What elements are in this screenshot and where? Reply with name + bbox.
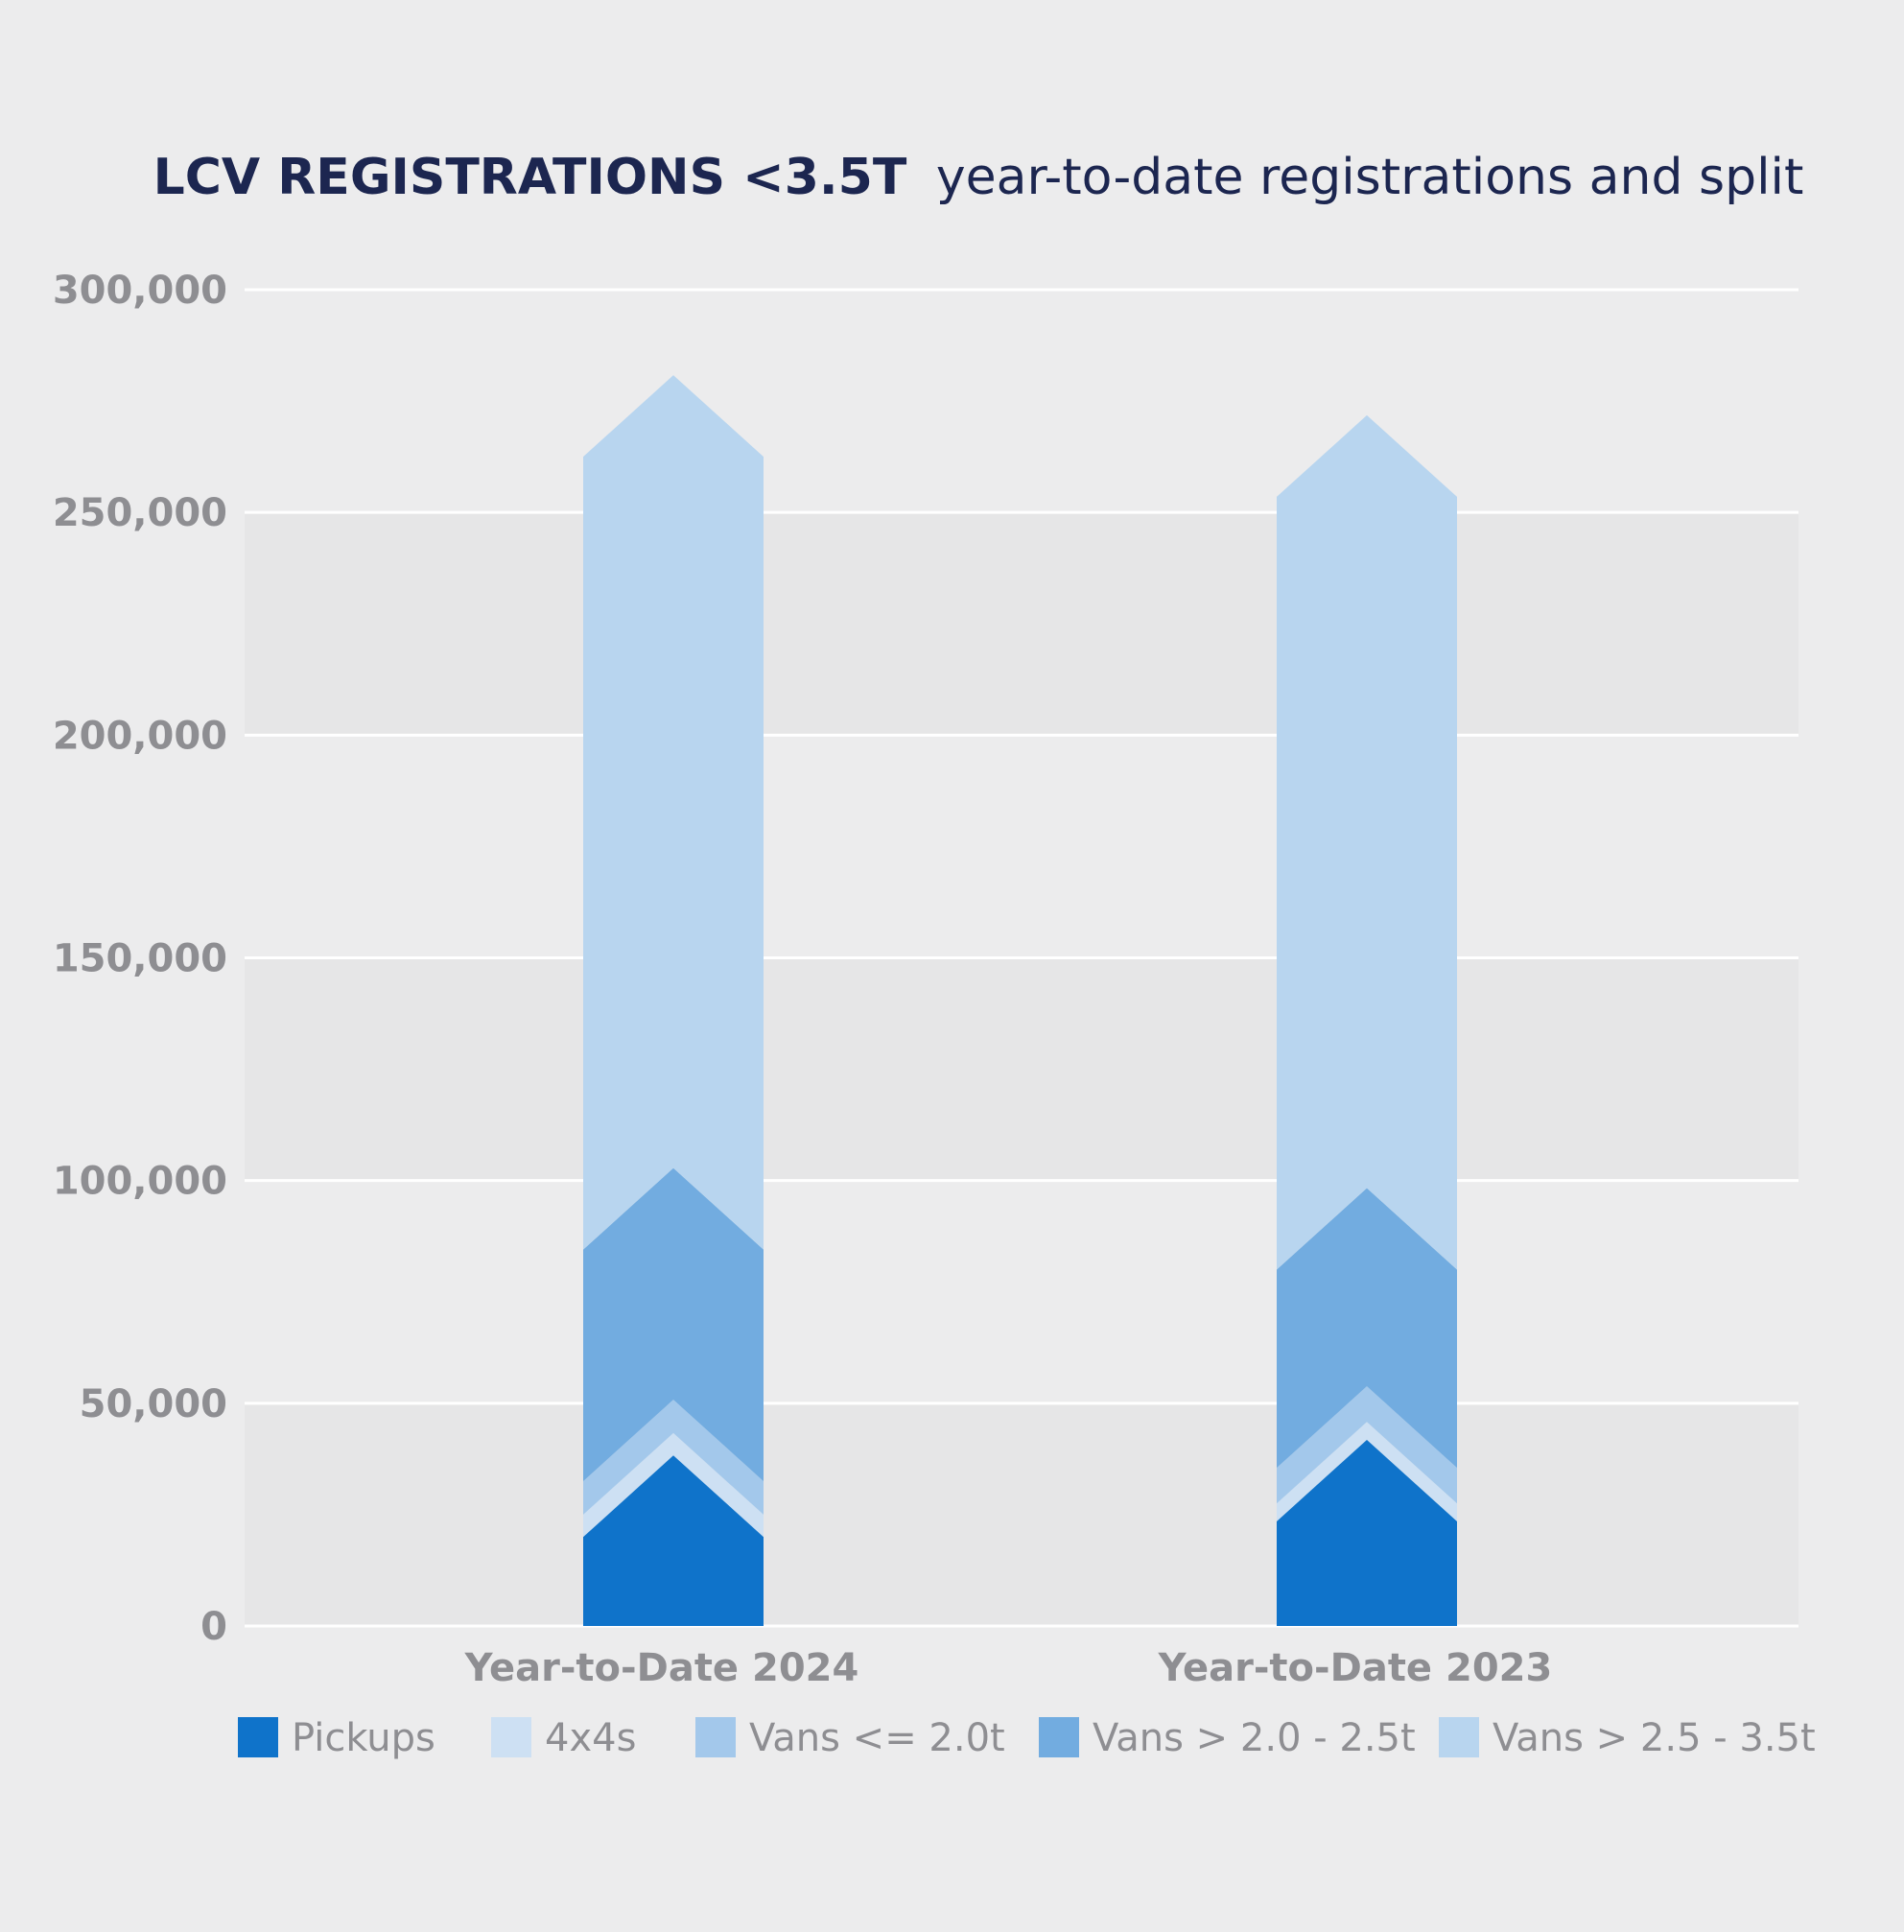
y-tick-label: 200,000 [53, 714, 227, 758]
y-tick-label: 100,000 [53, 1160, 227, 1204]
bar-segment-vans-2-0-2-5t-1 [583, 1167, 764, 1482]
y-tick-label: 250,000 [53, 491, 227, 535]
x-axis: Year-to-Date 2024 Year-to-Date 2023 [464, 1646, 1553, 1690]
gridlines [245, 288, 1798, 1628]
bars [583, 375, 1457, 1626]
x-tick-label: Year-to-Date 2023 [1158, 1646, 1553, 1690]
y-tick-label: 300,000 [53, 269, 227, 313]
y-tick-label: 150,000 [53, 937, 227, 981]
plot-band [245, 290, 1798, 513]
plot-band [245, 1402, 1798, 1626]
bar-segment-vans-2-5-3-5t-2 [1277, 414, 1457, 1270]
bar-segment-pickups-1 [583, 1455, 764, 1626]
legend-swatch-vans-2-0-2-5t [1039, 1717, 1079, 1757]
bar-segment-vans-2-0t-1 [583, 1400, 764, 1515]
y-tick-label: 0 [200, 1605, 227, 1649]
plot-bands [245, 290, 1798, 1626]
plot-band [245, 1180, 1798, 1403]
legend-label-vans-2-0-2-5t: Vans > 2.0 - 2.5t [1093, 1716, 1416, 1760]
legend-swatch-vans-2-0t [695, 1717, 736, 1757]
bar-segment-vans-2-0t-2 [1277, 1386, 1457, 1504]
bar-segment-4x4s-2 [1277, 1422, 1457, 1521]
bar-segment-vans-2-0-2-5t-2 [1277, 1188, 1457, 1469]
legend-swatch-pickups [238, 1717, 278, 1757]
legend: Pickups 4x4s Vans <= 2.0t Vans > 2.0 - 2.5t… [238, 1716, 1816, 1760]
x-tick-label: Year-to-Date 2024 [464, 1646, 859, 1690]
title-subtitle-part: year-to-date registrations and split [936, 149, 1804, 206]
plot-band [245, 957, 1798, 1181]
bar-segment-4x4s-1 [583, 1432, 764, 1538]
legend-swatch-vans-2-5-3-5t [1439, 1717, 1479, 1757]
legend-swatch-4x4s [491, 1717, 531, 1757]
y-tick-label: 50,000 [80, 1382, 227, 1426]
title-bold-part: LCV REGISTRATIONS <3.5T [153, 149, 907, 206]
bar-segment-vans-2-5-3-5t-1 [583, 375, 764, 1250]
legend-label-4x4s: 4x4s [545, 1716, 636, 1760]
bar-segment-pickups-2 [1277, 1439, 1457, 1626]
legend-label-vans-2-0t: Vans <= 2.0t [749, 1716, 1005, 1760]
legend-label-vans-2-5-3-5t: Vans > 2.5 - 3.5t [1493, 1716, 1816, 1760]
y-axis: 0 50,000 100,000 150,000 200,000 250,000 300,0… [53, 269, 227, 1649]
legend-label-pickups: Pickups [292, 1716, 435, 1760]
plot-band [245, 735, 1798, 958]
plot-band [245, 512, 1798, 736]
chart-title: LCV REGISTRATIONS <3.5T year-to-date reg… [153, 149, 1804, 206]
